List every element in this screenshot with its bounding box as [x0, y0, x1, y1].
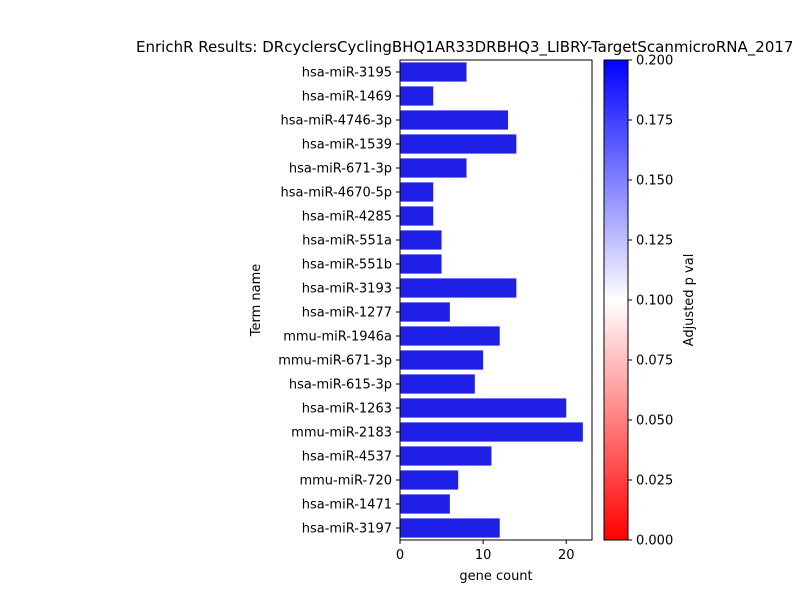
bar	[400, 350, 484, 370]
bar	[400, 470, 459, 490]
bar	[400, 518, 500, 538]
y-tick-label: mmu-miR-2183	[291, 426, 392, 441]
y-tick-label: hsa-miR-1277	[302, 306, 392, 321]
bar	[400, 206, 434, 226]
y-tick-label: mmu-miR-1946a	[283, 330, 392, 345]
bar	[400, 134, 517, 154]
y-tick-label: hsa-miR-1469	[302, 90, 392, 105]
colorbar-label: Adjusted p val	[682, 254, 697, 347]
bar	[400, 110, 509, 130]
y-tick-label: mmu-miR-720	[299, 474, 392, 489]
x-axis-label: gene count	[459, 569, 532, 584]
bar	[400, 302, 450, 322]
y-tick-label: hsa-miR-4746-3p	[281, 114, 392, 129]
chart-title: EnrichR Results: DRcyclersCyclingBHQ1AR3…	[136, 38, 793, 57]
bar	[400, 374, 475, 394]
y-tick-label: hsa-miR-1539	[302, 138, 392, 153]
y-tick-label: hsa-miR-551b	[302, 258, 392, 273]
y-axis-label: Term name	[249, 264, 264, 338]
bar	[400, 230, 442, 250]
bar	[400, 326, 500, 346]
colorbar-tick-label: 0.150	[636, 174, 673, 189]
y-tick-label: hsa-miR-1471	[302, 498, 392, 513]
bar	[400, 182, 434, 202]
colorbar-tick-label: 0.200	[636, 54, 673, 69]
bar	[400, 62, 467, 82]
x-tick-labels: 0 10 20	[396, 540, 575, 563]
bar	[400, 494, 450, 514]
bar	[400, 86, 434, 106]
y-tick-label: hsa-miR-4670-5p	[281, 186, 392, 201]
bar	[400, 254, 442, 274]
x-tick-label: 10	[475, 548, 492, 563]
bar	[400, 158, 467, 178]
y-tick-label: hsa-miR-615-3p	[289, 378, 392, 393]
bar	[400, 398, 567, 418]
colorbar-tick-labels: 0.000 0.025 0.050 0.075 0.100 0.125 0.150 0.175…	[628, 54, 673, 549]
colorbar-tick-label: 0.100	[636, 294, 673, 309]
colorbar-tick-label: 0.025	[636, 474, 673, 489]
y-tick-label: hsa-miR-3193	[302, 282, 392, 297]
y-tick-label: hsa-miR-1263	[302, 402, 392, 417]
y-tick-label: hsa-miR-4285	[302, 210, 392, 225]
x-tick-label: 20	[558, 548, 575, 563]
colorbar-tick-label: 0.125	[636, 234, 673, 249]
plot-frame	[399, 59, 593, 541]
colorbar-tick-label: 0.075	[636, 354, 673, 369]
x-tick-label: 0	[396, 548, 404, 563]
bars-layer	[400, 62, 583, 538]
bar	[400, 446, 492, 466]
y-tick-labels: hsa-miR-3195 hsa-miR-1469 hsa-miR-4746-3p h…	[278, 66, 400, 537]
y-tick-label: hsa-miR-4537	[302, 450, 392, 465]
bar	[400, 422, 583, 442]
bar	[400, 278, 517, 298]
colorbar	[603, 59, 629, 541]
y-tick-label: mmu-miR-671-3p	[278, 354, 392, 369]
y-tick-label: hsa-miR-3195	[302, 66, 392, 81]
y-tick-label: hsa-miR-551a	[302, 234, 392, 249]
y-tick-label: hsa-miR-671-3p	[289, 162, 392, 177]
colorbar-tick-label: 0.000	[636, 534, 673, 549]
colorbar-tick-label: 0.050	[636, 414, 673, 429]
y-tick-label: hsa-miR-3197	[302, 522, 392, 537]
colorbar-tick-label: 0.175	[636, 114, 673, 129]
